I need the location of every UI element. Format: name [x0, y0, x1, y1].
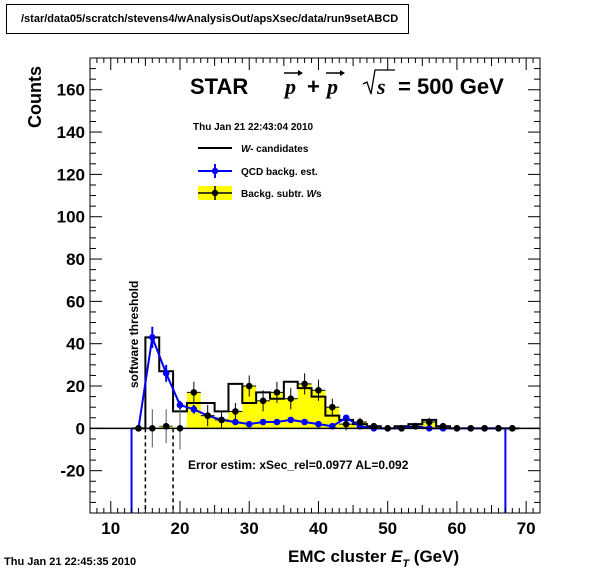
y-tick-label: 80	[66, 250, 85, 269]
y-tick-label: -20	[60, 462, 85, 481]
x-axis-title-main: EMC cluster	[288, 547, 391, 566]
sqrt-sign	[362, 69, 395, 95]
qcd-point	[162, 370, 170, 377]
qcd-point	[176, 401, 184, 409]
subtracted-point	[425, 418, 433, 426]
qcd-point	[245, 420, 253, 428]
qcd-point	[232, 418, 239, 426]
x-tick-label: 60	[447, 519, 466, 538]
y-tick-label: 120	[57, 165, 85, 184]
subtracted-point	[342, 420, 350, 428]
legend-subtr-swatch-marker	[211, 189, 219, 197]
qcd-point	[259, 418, 267, 426]
subtracted-point	[356, 418, 364, 426]
x-tick-label: 50	[378, 519, 397, 538]
subtracted-point	[218, 416, 225, 424]
physics-label-s: s	[376, 74, 386, 99]
physics-label-p1: p	[283, 74, 296, 99]
file-path-text: /star/data05/scratch/stevens4/wAnalysisO…	[21, 13, 399, 25]
x-axis-title: EMC cluster ET (GeV)	[288, 547, 459, 570]
x-axis-title-sub: T	[402, 558, 410, 570]
qcd-point	[287, 416, 295, 424]
y-tick-label: 0	[76, 419, 85, 438]
legend-w-italic: W-	[241, 144, 254, 155]
vector-arrowhead-1	[298, 70, 303, 76]
chart-title: STAR	[190, 74, 248, 99]
legend-qcd-swatch-marker	[211, 167, 219, 175]
subtracted-fill-bar	[270, 392, 284, 429]
vector-arrowhead-2	[340, 70, 345, 76]
x-tick-label: 30	[240, 519, 259, 538]
y-tick-label: 100	[57, 208, 85, 227]
qcd-point	[149, 334, 156, 341]
file-path-header: /star/data05/scratch/stevens4/wAnalysisO…	[6, 4, 409, 34]
physics-label-plus: +	[307, 74, 320, 99]
subtracted-point	[329, 403, 336, 411]
error-estimate-label: Error estim: xSec_rel=0.0977 AL=0.092	[188, 458, 409, 472]
qcd-point	[190, 406, 198, 413]
subtracted-point	[301, 380, 308, 388]
subtracted-point	[245, 382, 253, 390]
subtracted-point	[273, 389, 281, 396]
footer-timestamp: Thu Jan 21 22:45:35 2010	[4, 556, 137, 568]
qcd-point	[315, 420, 322, 428]
threshold-lines-group	[144, 428, 174, 513]
subtracted-point	[190, 389, 198, 396]
legend: W- candidates QCD backg. est. Backg. sub…	[198, 144, 322, 200]
physics-label-p2: p	[325, 74, 338, 99]
y-tick-label: 140	[57, 123, 85, 142]
x-axis-title-e: E	[391, 547, 403, 566]
y-tick-label: 40	[66, 335, 85, 354]
subtracted-fill-bar	[297, 383, 312, 429]
y-tick-label: 160	[57, 81, 85, 100]
legend-subtr-italic: W	[307, 189, 318, 200]
legend-subtr-tail: s	[316, 189, 322, 200]
legend-w-text: candidates	[253, 144, 308, 155]
legend-subtr-label: Backg. subtr. Ws	[241, 189, 322, 200]
subtracted-point	[204, 412, 211, 419]
subtracted-point	[287, 395, 295, 403]
plot-frame	[89, 57, 541, 514]
subtracted-fill-bar	[242, 386, 257, 429]
date-label: Thu Jan 21 22:43:04 2010	[193, 122, 314, 133]
x-tick-label: 20	[171, 519, 190, 538]
subtracted-point	[259, 397, 267, 405]
qcd-point	[273, 418, 281, 426]
legend-subtr-text: Backg. subtr.	[241, 189, 307, 200]
x-tick-label: 70	[517, 519, 536, 538]
legend-qcd-label: QCD backg. est.	[241, 167, 318, 178]
y-tick-label: 20	[66, 377, 85, 396]
axes-group: 10 20 30 40 50 60 70 -20 0 20 40 60 80 100 120 140 160	[57, 57, 541, 538]
software-threshold-label: software threshold	[127, 281, 141, 388]
subtracted-fill-bar	[311, 390, 326, 429]
physics-label: p + p s = 500 GeV	[283, 69, 504, 99]
subtracted-point	[232, 408, 239, 415]
physics-label-energy: = 500 GeV	[398, 74, 504, 99]
x-axis-title-unit: (GeV)	[409, 547, 459, 566]
x-tick-label: 10	[101, 519, 120, 538]
x-tick-label: 40	[309, 519, 328, 538]
subtracted-point	[315, 386, 322, 394]
legend-w-label: W- candidates	[241, 144, 309, 155]
y-axis-title: Counts	[25, 66, 45, 128]
y-tick-label: 60	[66, 292, 85, 311]
qcd-point	[301, 418, 308, 426]
